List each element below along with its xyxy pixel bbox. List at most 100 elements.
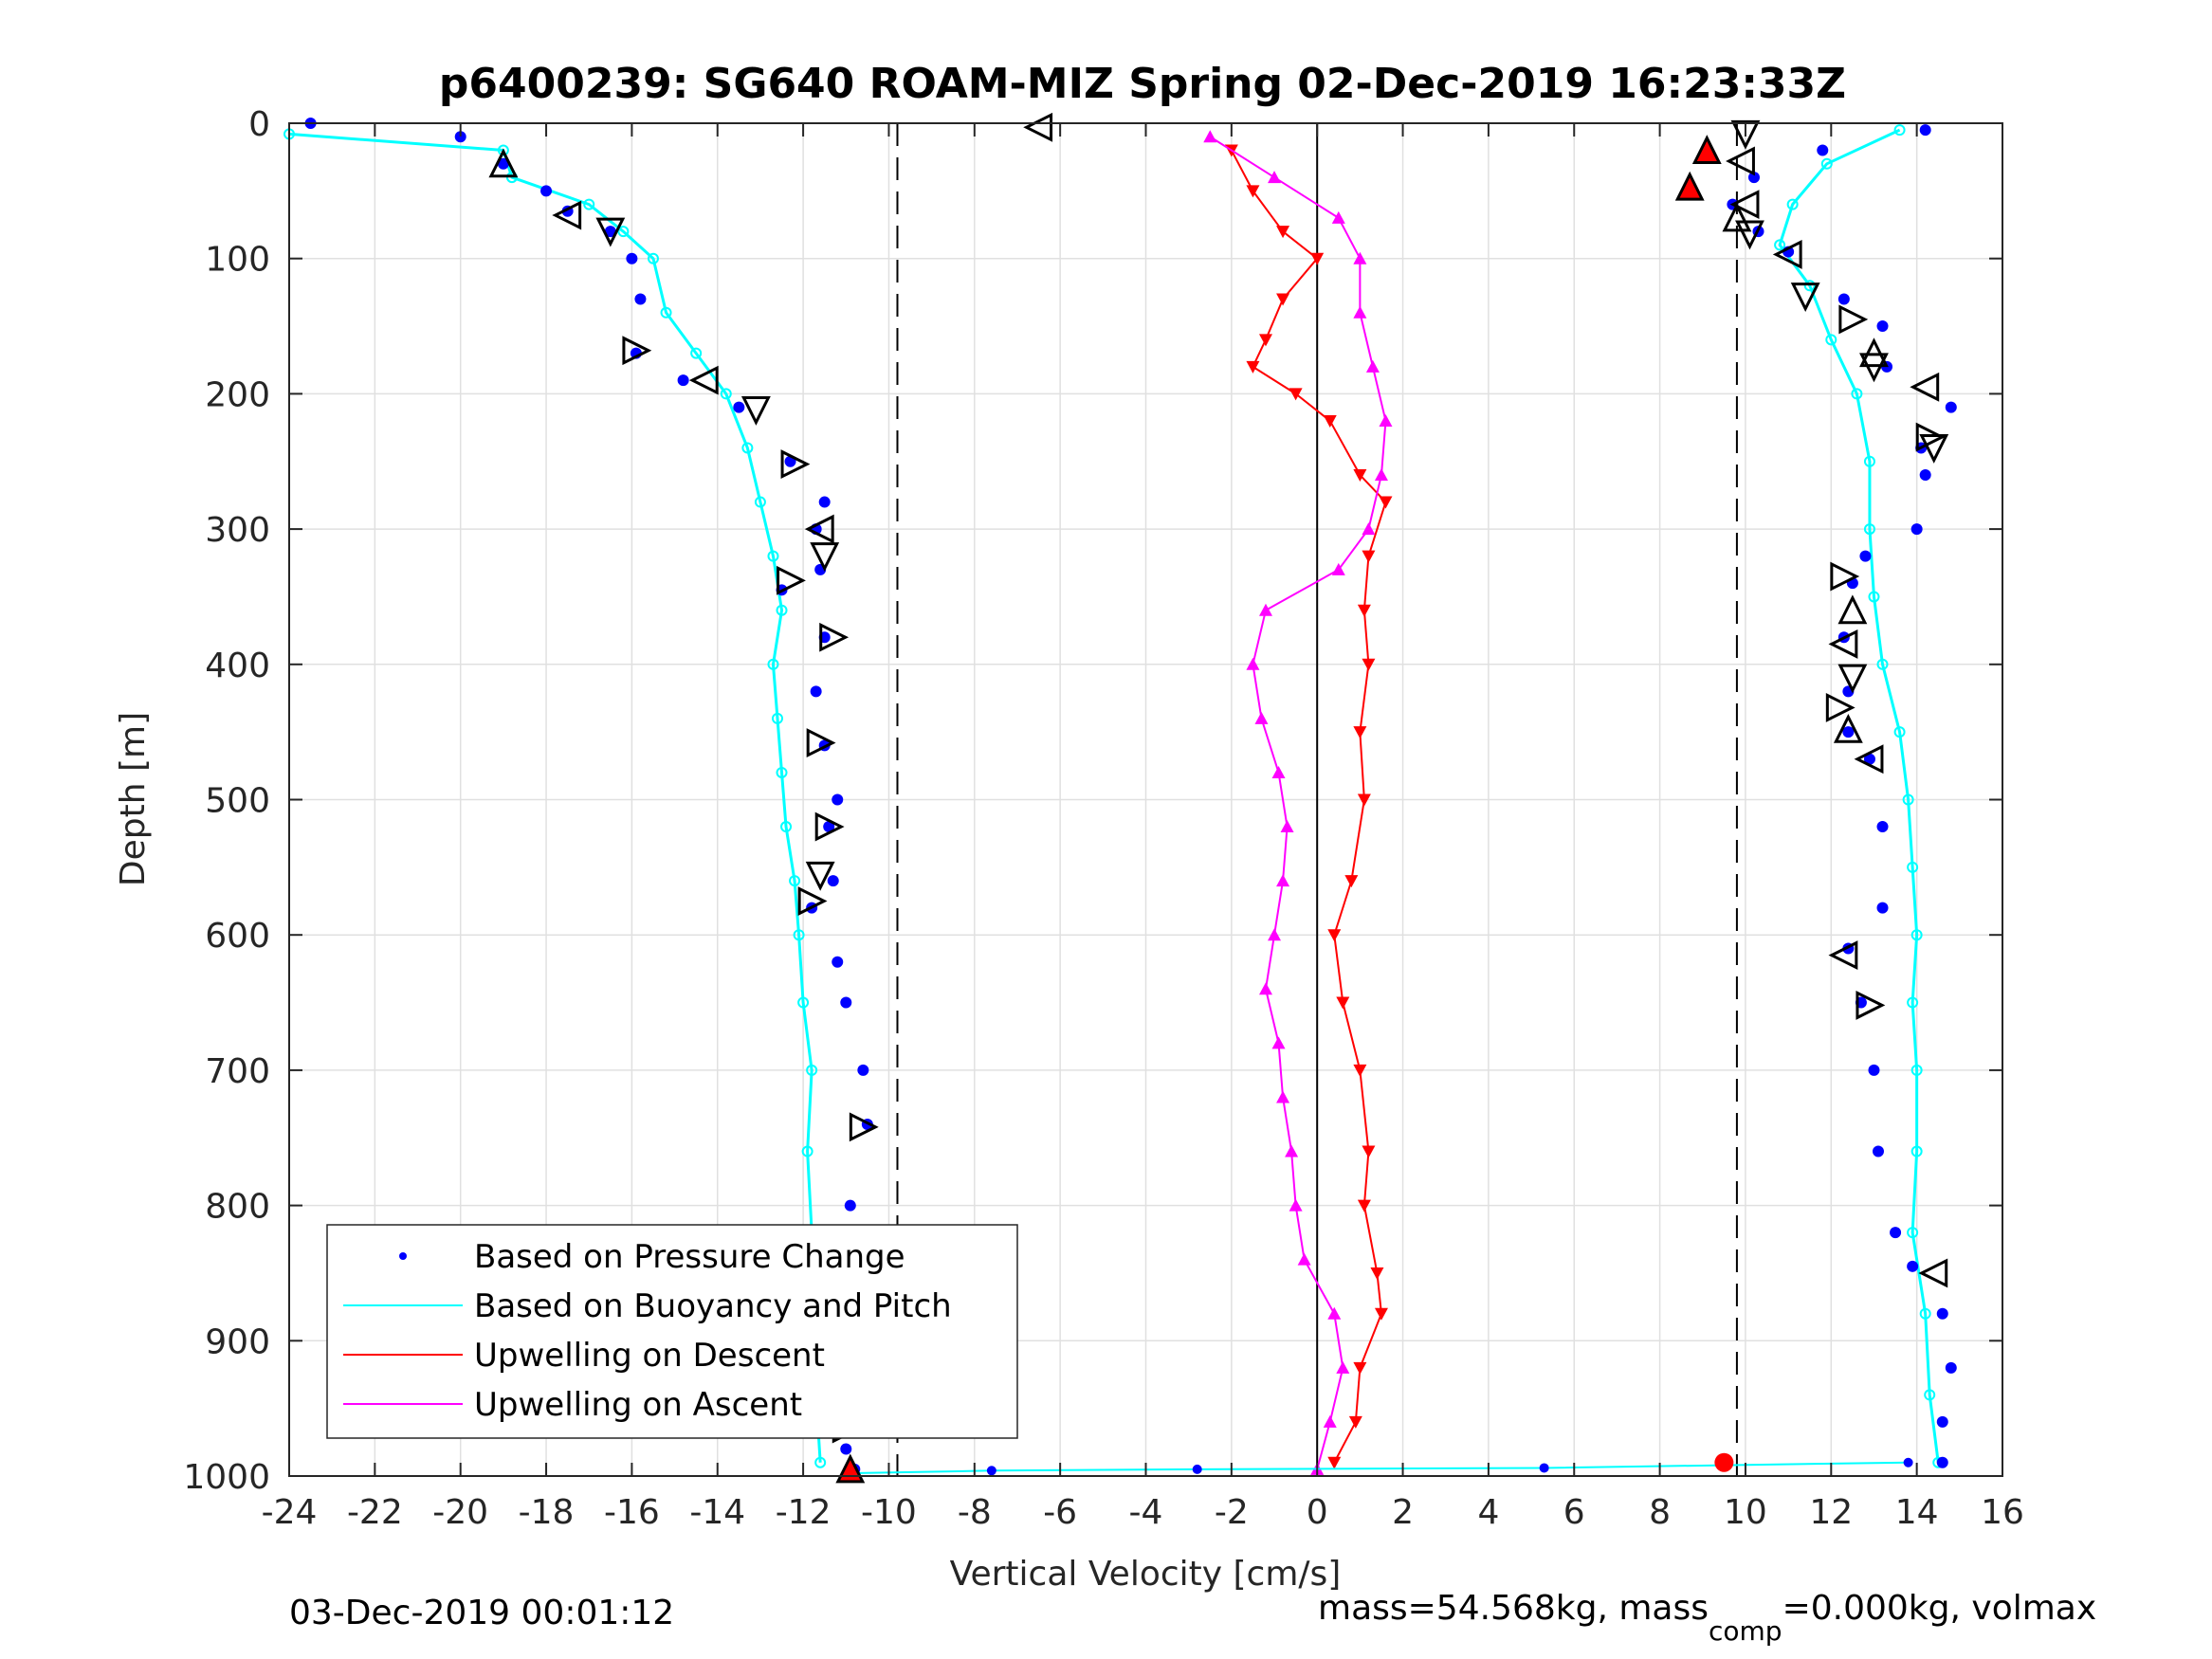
upwelling-descent-point [1362,1145,1376,1158]
pressure-change-descent-point [857,1064,869,1076]
buoyancy-ascent-point [1863,455,1875,467]
chart-title: p6400239: SG640 ROAM-MIZ Spring 02-Dec-2… [439,60,1846,108]
buoyancy-ascent-point [1863,523,1875,536]
upwelling-ascent-point [1268,171,1282,184]
upwelling-descent-point [1357,793,1371,807]
y-axis-label: Depth [m] [114,712,153,886]
x-tick-label: 12 [1809,1493,1853,1532]
upwelling-ascent-point [1323,1414,1337,1428]
upwelling-descent-point [1348,1415,1362,1429]
down-triangle-marker [595,217,626,247]
mass-suffix: =0.000kg, volmax [1782,1589,2097,1628]
buoyancy-descent-point [789,875,801,887]
pressure-change-ascent-point [1910,523,1923,536]
up-triangle-marker [488,148,519,178]
pressure-change-descent-point [810,685,822,698]
y-axis-ticks: 0 100 200 300 400 500 600 700 800 900 1000 [183,105,2002,1497]
x-tick-label: 2 [1392,1493,1414,1532]
up-triangle-marker [1722,202,1752,232]
y-tick-label: 1000 [183,1458,270,1497]
right-triangle-marker [797,886,828,916]
bottom-turn-point [1192,1464,1202,1474]
y-tick-label: 100 [205,241,270,280]
buoyancy-descent-point [767,550,779,562]
x-tick-label: 16 [1981,1493,2024,1532]
upwelling-descent-point [1276,226,1290,239]
upwelling-descent-point [1258,334,1272,347]
down-triangle-marker [740,396,771,426]
x-tick-label: -10 [861,1493,917,1532]
right-triangle-marker [1915,422,1946,452]
pressure-change-ascent-point [1936,1456,1948,1468]
upwelling-descent-point [1310,252,1325,265]
down-triangle-marker [1730,119,1761,150]
upwelling-descent-point [1336,996,1350,1010]
x-axis-ticks: -24 -22 -20 -18 -16 -14 -12 -10 -8 -6 -4 -2 0 2 4 6 8 10 1… [262,123,2024,1532]
right-triangle-marker [849,1112,879,1142]
left-triangle-marker [1828,940,1858,971]
buoyancy-descent-point [617,226,630,238]
buoyancy-descent-point [767,658,779,670]
pressure-change-ascent-point [1945,401,1957,413]
upwelling-descent-point [1370,1267,1384,1280]
upwelling-descent-point [1276,293,1290,306]
pressure-change-ascent-point [1907,1260,1919,1272]
left-triangle-marker [1772,239,1802,269]
y-tick-label: 700 [205,1052,270,1091]
pressure-change-ascent-point [1876,902,1889,914]
right-triangle-marker [1825,693,1856,722]
pressure-change-descent-point [677,374,689,387]
pressure-change-descent-point [840,1443,852,1455]
pressure-change-descent-point [733,401,745,413]
upwelling-ascent-point [1280,820,1294,833]
x-tick-label: -8 [958,1493,992,1532]
pressure-change-descent-point [626,252,638,264]
buoyancy-descent-point [780,821,793,833]
upwelling-descent-point [1323,414,1337,428]
upwelling-ascent-point [1276,874,1290,887]
pressure-change-ascent-point [1876,320,1889,333]
left-triangle-marker [1726,146,1755,176]
pressure-change-descent-point [832,793,844,806]
pressure-change-descent-point [832,956,844,968]
left-triangle-marker [1023,112,1053,142]
right-triangle-marker [814,811,845,842]
pressure-change-descent-point [840,996,852,1009]
x-tick-label: -6 [1043,1493,1077,1532]
upwelling-descent-point [1353,1361,1367,1375]
buoyancy-descent-point [583,198,595,210]
y-tick-label: 500 [205,782,270,821]
pressure-change-descent-point [497,157,509,170]
down-triangle-marker [1919,433,1949,464]
buoyancy-ascent-point [1919,1307,1931,1320]
right-triangle-marker [1838,304,1869,335]
buoyancy-descent-point [776,766,788,778]
right-triangle-marker [819,622,850,652]
bottom-turn-point [1903,1457,1913,1468]
x-tick-label: -24 [262,1493,318,1532]
red-triangle-marker [1691,135,1722,165]
buoyancy-descent-point [741,442,754,454]
x-tick-label: -12 [776,1493,832,1532]
up-triangle-marker [1837,594,1868,625]
upwelling-descent-point [1353,469,1367,483]
buoyancy-ascent-point [1893,726,1906,738]
pressure-change-descent-point [844,1199,856,1212]
left-triangle-marker [552,200,582,230]
legend-ascent-label: Upwelling on Ascent [474,1386,802,1424]
x-tick-label: 14 [1895,1493,1939,1532]
legend-descent-label: Upwelling on Descent [474,1337,825,1375]
upwelling-ascent-point [1374,468,1388,482]
upwelling-descent-point [1357,1199,1371,1212]
buoyancy-ascent-point [1924,1389,1936,1401]
down-triangle-marker [1837,664,1868,694]
upwelling-ascent-point [1271,765,1286,778]
buoyancy-ascent-point [1774,239,1786,251]
buoyancy-ascent-point [1825,334,1837,346]
upwelling-ascent-point [1276,1090,1290,1103]
x-tick-label: -4 [1129,1493,1163,1532]
upwelling-descent-point [1362,658,1376,671]
buoyancy-descent-point [797,996,810,1009]
buoyancy-descent-point [776,604,788,616]
upwelling-ascent-point [1353,305,1367,319]
